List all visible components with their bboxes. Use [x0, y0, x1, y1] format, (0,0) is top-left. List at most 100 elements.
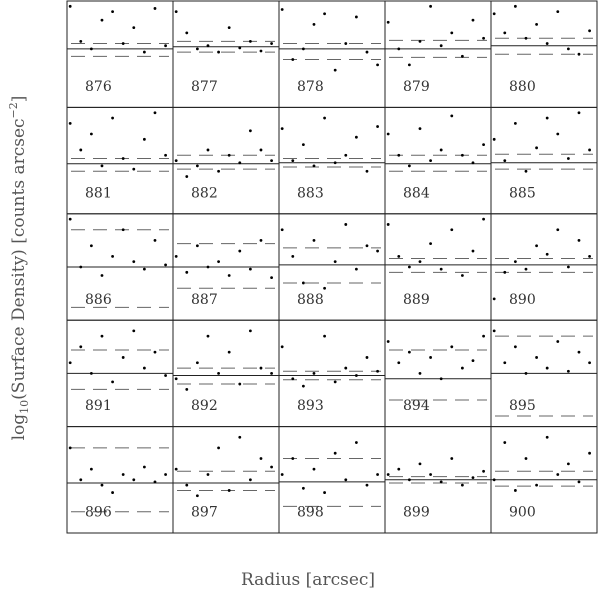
data-point: [323, 491, 326, 494]
data-point: [492, 137, 496, 141]
data-point: [111, 491, 114, 494]
panel-label: 900: [509, 505, 536, 521]
panel-label: 888: [297, 292, 324, 308]
data-point: [418, 462, 422, 466]
data-point: [121, 157, 125, 160]
data-point: [132, 329, 136, 333]
data-point: [301, 143, 305, 147]
panel-label: 881: [85, 185, 112, 201]
data-point: [68, 4, 72, 8]
data-point: [68, 217, 72, 221]
data-point: [513, 489, 517, 492]
data-point: [89, 47, 93, 51]
data-point: [450, 228, 454, 232]
data-point: [89, 244, 93, 248]
panel-label: 894: [403, 398, 430, 414]
data-point: [79, 345, 83, 349]
panel: [278, 319, 386, 428]
data-point: [556, 10, 560, 14]
data-point: [301, 47, 305, 51]
panel-label: 880: [509, 79, 536, 95]
data-point: [323, 334, 326, 338]
data-point: [248, 129, 252, 133]
y-label-sup: −2: [7, 102, 20, 118]
data-point: [407, 164, 411, 168]
data-point: [407, 265, 411, 269]
data-point: [248, 267, 252, 271]
data-point: [153, 350, 157, 354]
data-point: [312, 372, 316, 375]
data-point: [439, 377, 443, 381]
data-point: [164, 44, 167, 48]
panel-label: 882: [191, 185, 218, 201]
data-point: [344, 153, 348, 157]
data-point: [323, 116, 326, 120]
data-point: [100, 164, 104, 168]
data-point: [376, 125, 379, 128]
data-point: [270, 465, 273, 469]
data-point: [206, 473, 210, 476]
data-point: [407, 63, 411, 67]
data-point: [238, 249, 242, 253]
data-point: [492, 12, 496, 16]
data-point: [142, 366, 146, 370]
data-point: [535, 483, 538, 487]
data-point: [397, 361, 401, 365]
data-point: [301, 486, 305, 490]
data-point: [386, 223, 390, 226]
data-point: [79, 40, 83, 43]
data-point: [270, 372, 273, 375]
data-point: [588, 29, 591, 33]
data-point: [354, 15, 358, 19]
panel-label: 891: [85, 398, 112, 414]
data-point: [471, 359, 475, 363]
panel-label: 879: [403, 79, 430, 95]
data-point: [132, 260, 136, 264]
data-point: [556, 132, 560, 136]
data-point: [312, 164, 316, 168]
data-point: [185, 31, 189, 35]
data-point: [164, 263, 167, 267]
data-point: [386, 132, 390, 136]
data-point: [111, 254, 114, 258]
data-point: [174, 254, 178, 258]
data-point: [206, 334, 210, 338]
data-point: [270, 276, 273, 280]
data-point: [577, 480, 581, 484]
data-point: [280, 127, 284, 131]
data-point: [270, 42, 273, 45]
data-point: [556, 228, 560, 232]
data-point: [524, 372, 528, 375]
data-point: [365, 244, 369, 248]
data-point: [588, 451, 591, 455]
data-point: [513, 4, 517, 8]
y-label-end: ]: [9, 96, 29, 103]
data-point: [206, 44, 210, 48]
data-point: [545, 366, 549, 370]
panel: [278, 426, 386, 534]
data-point: [259, 457, 263, 460]
data-point: [153, 7, 157, 10]
data-point: [513, 345, 517, 349]
data-point: [450, 114, 454, 118]
panel-label: 892: [191, 398, 218, 414]
data-point: [535, 146, 538, 150]
data-point: [503, 361, 507, 365]
data-point: [238, 161, 242, 165]
data-point: [79, 478, 83, 482]
data-point: [153, 239, 157, 242]
data-point: [185, 483, 189, 487]
panel: [66, 0, 174, 108]
y-axis-label: log10(Surface Density) [counts arcsec−2]: [7, 96, 31, 441]
panel-label: 898: [297, 505, 324, 521]
data-point: [545, 435, 549, 439]
data-point: [121, 228, 125, 232]
data-point: [206, 265, 210, 269]
data-point: [280, 8, 284, 11]
data-point: [524, 169, 528, 173]
data-point: [164, 153, 167, 157]
data-point: [471, 161, 475, 165]
data-point: [323, 286, 326, 290]
data-point: [503, 31, 507, 35]
